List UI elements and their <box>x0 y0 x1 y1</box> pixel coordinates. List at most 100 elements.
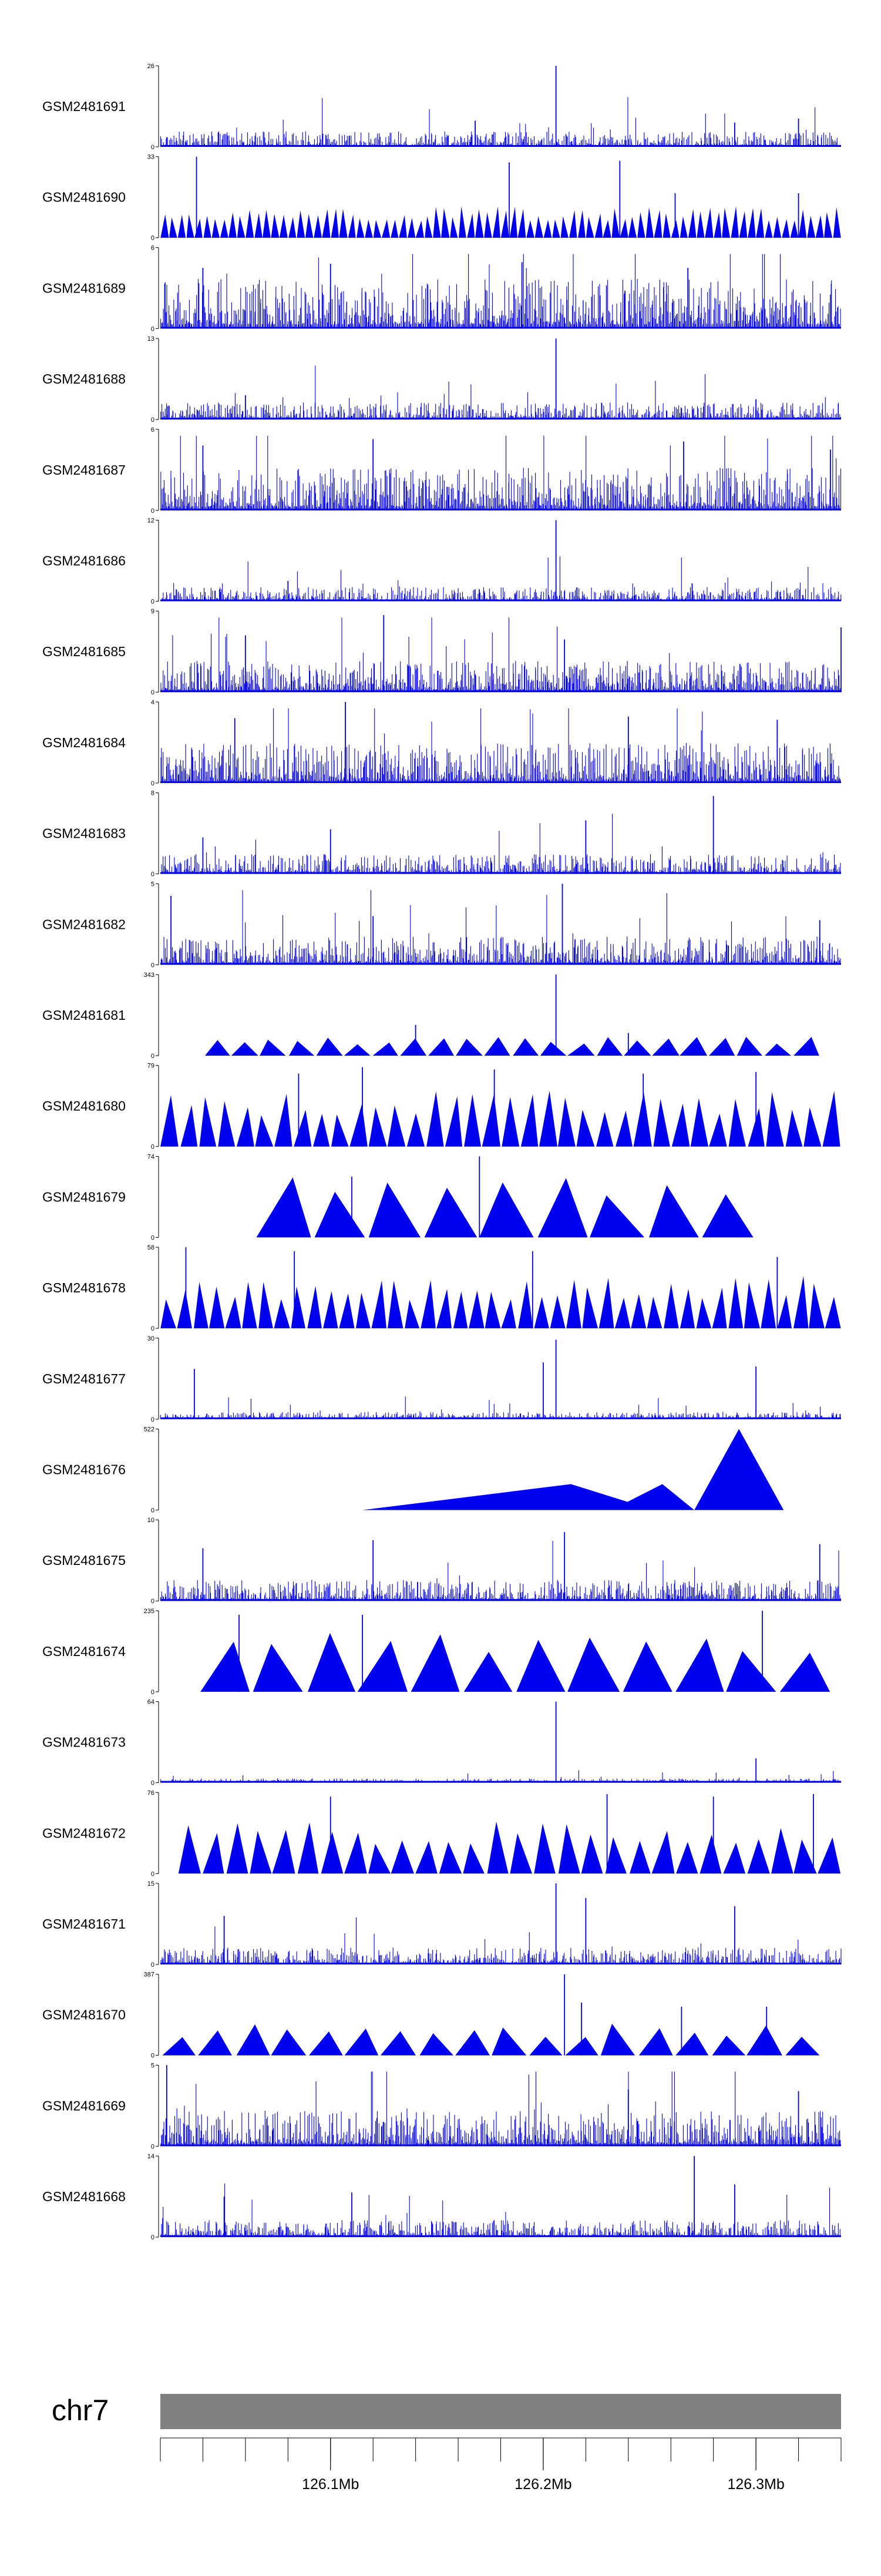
signal-triangle <box>675 1638 724 1692</box>
signal-coverage <box>160 254 841 329</box>
signal-triangle <box>818 1837 841 1874</box>
signal-triangle <box>680 1288 695 1329</box>
y-max-label: 343 <box>144 972 154 979</box>
signal-triangle <box>726 1651 776 1692</box>
signal-baseline <box>160 963 841 965</box>
signal-triangle <box>485 1291 501 1329</box>
y-min-label: 0 <box>151 1962 154 1969</box>
y-max-label: 33 <box>147 154 154 161</box>
track-label: GSM2481678 <box>42 1280 126 1295</box>
signal-triangle <box>756 208 765 238</box>
signal-baseline <box>160 508 841 511</box>
signal-triangle <box>399 215 407 238</box>
signal-triangle <box>220 219 228 238</box>
y-max-label: 58 <box>147 1244 154 1251</box>
signal-coverage <box>160 708 841 783</box>
signal-triangle <box>785 2037 820 2056</box>
track-GSM2481678: GSM2481678 58 0 <box>42 1244 841 1332</box>
signal-triangle <box>421 1280 436 1329</box>
signal-triangle <box>590 1195 645 1238</box>
signal-triangle <box>211 219 220 238</box>
track-GSM2481685: GSM2481685 9 0 <box>42 608 842 696</box>
signal-triangle <box>274 1299 290 1329</box>
signal-baseline <box>160 1963 841 1964</box>
track-GSM2481686: GSM2481686 12 0 <box>42 518 842 606</box>
signal-triangle <box>654 210 663 238</box>
y-max-label: 30 <box>147 1335 154 1342</box>
signal-triangle <box>433 207 441 238</box>
signal-triangle <box>162 2037 196 2056</box>
signal-triangle <box>605 1837 627 1874</box>
signal-triangle <box>558 1824 580 1874</box>
signal-baseline <box>160 2144 841 2147</box>
signal-triangle <box>339 209 348 238</box>
signal-triangle <box>459 206 466 238</box>
track-label: GSM2481677 <box>42 1371 126 1386</box>
signal-triangle <box>653 1099 670 1147</box>
y-min-label: 0 <box>151 689 154 696</box>
signal-triangle <box>603 220 611 238</box>
signal-triangle <box>411 1634 460 1692</box>
signal-triangle <box>526 220 534 238</box>
signal-coverage <box>160 97 841 147</box>
signal-triangle <box>309 2031 343 2056</box>
signal-triangle <box>793 1037 819 1056</box>
signal-triangle <box>652 1038 680 1056</box>
signal-triangle <box>771 1828 793 1874</box>
track-label: GSM2481685 <box>42 644 126 659</box>
signal-triangle <box>203 216 211 238</box>
signal-triangle <box>316 1037 343 1056</box>
signal-triangle <box>205 1040 230 1056</box>
y-min-label: 0 <box>151 1507 154 1514</box>
signal-triangle <box>739 211 748 238</box>
signal-coverage <box>160 1770 842 1783</box>
signal-triangle <box>464 1094 481 1147</box>
signal-triangle <box>382 219 391 238</box>
signal-triangle <box>628 217 637 238</box>
signal-triangle <box>803 1107 822 1147</box>
signal-coverage <box>160 1396 841 1419</box>
y-max-label: 522 <box>144 1426 154 1433</box>
signal-triangle <box>560 216 569 238</box>
y-min-label: 0 <box>151 962 154 969</box>
y-min-label: 0 <box>151 2053 154 2060</box>
signal-triangle <box>372 1042 398 1056</box>
signal-triangle <box>761 1279 776 1329</box>
signal-triangle <box>237 216 246 238</box>
track-GSM2481688: GSM2481688 13 0 <box>42 335 841 424</box>
track-GSM2481673: GSM2481673 64 0 <box>42 1699 842 1787</box>
y-min-label: 0 <box>151 508 154 515</box>
signal-triangle <box>199 1097 217 1147</box>
signal-triangle <box>676 1842 698 1874</box>
y-min-label: 0 <box>151 1780 154 1787</box>
signal-triangle <box>597 1037 623 1056</box>
signal-triangle <box>492 2027 527 2056</box>
signal-triangle <box>225 1297 241 1329</box>
signal-triangle <box>680 1037 708 1056</box>
track-label: GSM2481670 <box>42 2007 126 2023</box>
y-max-label: 9 <box>151 608 154 615</box>
signal-triangle <box>576 1110 595 1147</box>
signal-triangle <box>194 1282 209 1329</box>
signal-triangle <box>766 1091 784 1147</box>
signal-triangle <box>475 209 484 238</box>
signal-triangle <box>539 1090 558 1147</box>
signal-triangle <box>631 1294 647 1329</box>
y-max-label: 26 <box>147 63 154 70</box>
signal-triangle <box>288 1040 315 1056</box>
signal-triangle <box>160 214 169 238</box>
y-min-label: 0 <box>151 325 154 333</box>
signal-triangle <box>777 1295 792 1329</box>
signal-triangle <box>709 1037 735 1056</box>
signal-triangle <box>825 1297 841 1329</box>
signal-triangle <box>260 1039 286 1056</box>
signal-triangle <box>406 1113 425 1147</box>
signal-triangle <box>469 1290 485 1329</box>
signal-triangle <box>428 1038 454 1056</box>
signal-triangle <box>355 1292 371 1329</box>
signal-triangle <box>439 1842 462 1874</box>
y-min-label: 0 <box>151 1689 154 1696</box>
signal-triangle <box>177 214 186 238</box>
signal-triangle <box>702 1194 754 1238</box>
signal-triangle <box>540 1042 567 1056</box>
